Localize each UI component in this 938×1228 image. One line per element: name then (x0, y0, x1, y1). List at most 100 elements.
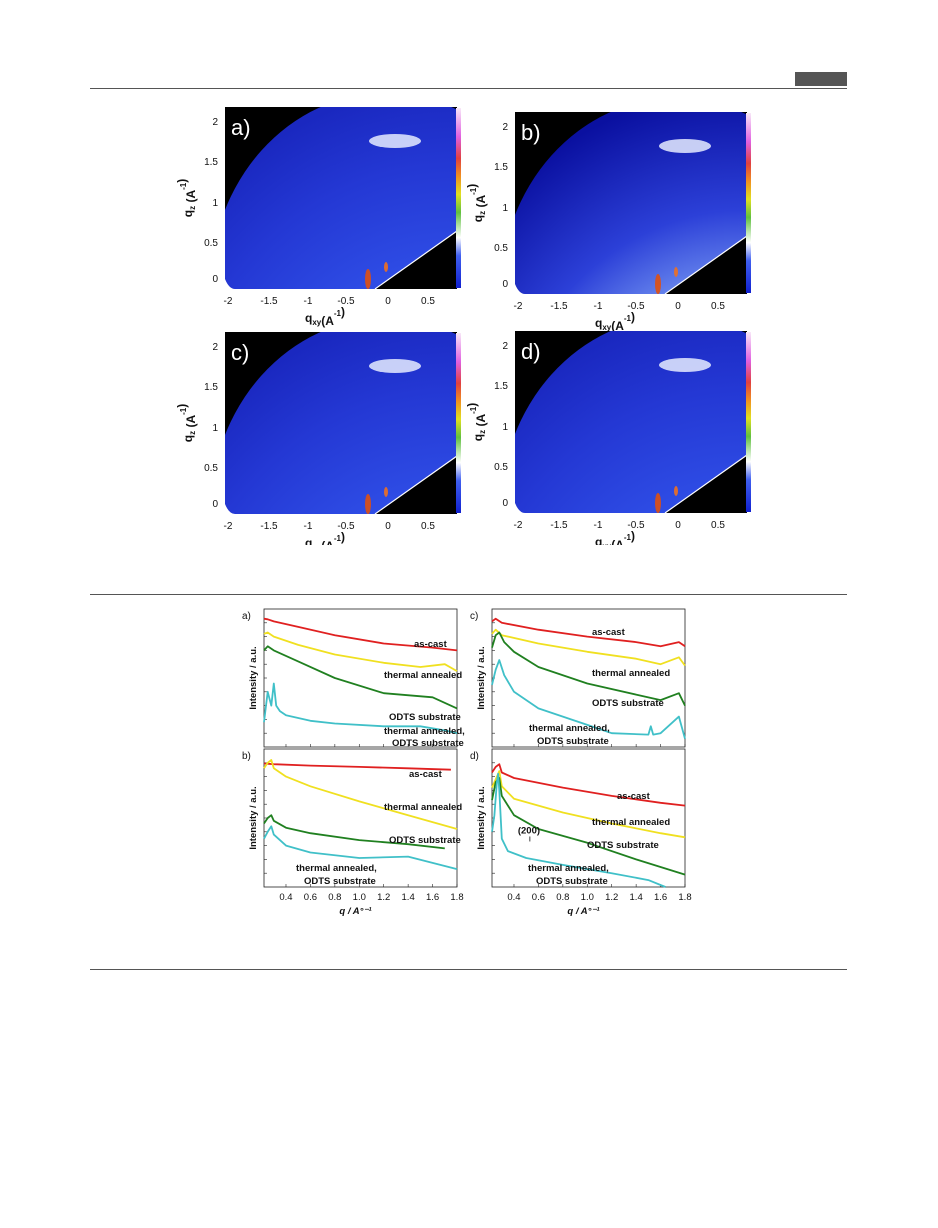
x-tick-label: -0.5 (627, 301, 645, 312)
giwaxs-panel-a: a) -2 -1.5 -1 -0.5 0 0.5 0 0.5 1 1.5 2 qxy(A-1) qz (A… (175, 107, 461, 328)
giwaxs-figure: a) -2 -1.5 -1 -0.5 0 0.5 0 0.5 1 1.5 2 qxy(A-1) qz (A… (175, 107, 751, 545)
x-tick-label: 0.4 (507, 892, 520, 903)
x-axis-label: qxy(A-1) (305, 305, 345, 328)
high-q-arc (659, 358, 711, 372)
x-tick-label: -0.5 (337, 296, 355, 307)
panel-label: b) (242, 751, 251, 762)
y-tick-label: 1 (502, 422, 508, 433)
x-axis-label: qxy(A-1) (305, 530, 345, 545)
y-tick-label: 1 (502, 203, 508, 214)
profile-panel-b: as-cast thermal annealed ODTS substrate the… (242, 748, 464, 917)
panel-label: c) (470, 611, 478, 622)
header-badge (795, 72, 847, 86)
y-tick-label: 1 (212, 423, 218, 434)
series-label: ODTS substrate (587, 840, 659, 851)
series-label: as-cast (592, 627, 626, 638)
x-tick-label: 0 (385, 296, 391, 307)
x-tick-label: -2 (514, 520, 523, 531)
x-tick-label: 0.4 (279, 892, 292, 903)
y-tick-label: 1.5 (494, 381, 508, 392)
peak-annotation: (200) (518, 825, 540, 836)
series-label: ODTS substrate (389, 835, 461, 846)
scattering-map (515, 112, 747, 294)
series-label: thermal annealed, (529, 723, 610, 734)
colorbar (746, 332, 751, 512)
series-line-0 (491, 763, 686, 807)
y-tick-label: 2 (212, 342, 218, 353)
x-tick-label: -1 (304, 521, 313, 532)
series-label: as-cast (617, 791, 651, 802)
y-tick-label: 0.5 (204, 463, 218, 474)
giwaxs-panel-b: b) -2 -1.5 -1 -0.5 0 0.5 0 0.5 1 1.5 2 qxy(A-1) qz (A… (465, 112, 751, 333)
x-axis-label: qxy(A-1) (595, 310, 635, 333)
series-label: thermal annealed (592, 668, 670, 679)
x-tick-label: 1.6 (426, 892, 439, 903)
y-axis-label: qz (A-1) (175, 404, 198, 442)
series-label: thermal annealed, (296, 863, 377, 874)
x-tick-label: 1.2 (605, 892, 618, 903)
profile-panel-d: as-cast thermal annealed ODTS substrate the… (470, 748, 692, 917)
x-tick-label: -2 (224, 296, 233, 307)
x-tick-label: 0.5 (421, 296, 435, 307)
series-line-3 (491, 772, 666, 888)
profile-figure: as-cast thermal annealed ODTS substrate the… (242, 608, 692, 917)
x-tick-label: -0.5 (337, 521, 355, 532)
y-tick-label: 2 (502, 122, 508, 133)
panel-label: c) (231, 340, 249, 365)
specular-peak (655, 274, 661, 294)
x-tick-label: 0.6 (532, 892, 545, 903)
series-label: ODTS substrate (392, 738, 464, 749)
x-tick-label: 1.2 (377, 892, 390, 903)
panel-label: d) (470, 751, 479, 762)
series-line-1 (263, 759, 458, 830)
x-tick-label: 0 (675, 301, 681, 312)
x-tick-label: 1.4 (402, 892, 415, 903)
x-tick-label: 0 (675, 520, 681, 531)
y-tick-label: 0 (212, 499, 218, 510)
x-tick-label: -1 (594, 301, 603, 312)
x-tick-label: 0.5 (711, 301, 725, 312)
x-tick-label: 1.0 (353, 892, 366, 903)
x-tick-label: 0.8 (328, 892, 341, 903)
x-tick-label: -1.5 (260, 296, 278, 307)
y-tick-label: 0.5 (494, 462, 508, 473)
series-label: ODTS substrate (592, 698, 664, 709)
y-tick-label: 0.5 (494, 243, 508, 254)
y-axis-label: Intensity / a.u. (248, 786, 259, 849)
scattering-map (225, 107, 457, 289)
series-line-2 (263, 814, 445, 850)
x-tick-label: -1 (594, 520, 603, 531)
scattering-map (225, 332, 457, 514)
x-tick-label: 1.0 (581, 892, 594, 903)
x-tick-label: 0.8 (556, 892, 569, 903)
y-tick-label: 1.5 (494, 162, 508, 173)
x-tick-label: -1.5 (550, 301, 568, 312)
series-line-0 (491, 617, 686, 648)
x-tick-label: 1.8 (450, 892, 463, 903)
series-label: ODTS substrate (536, 876, 608, 887)
x-axis-label: q / A°⁻¹ (567, 906, 600, 917)
x-tick-label: 1.4 (630, 892, 643, 903)
series-line-2 (263, 645, 458, 710)
header-rule (90, 88, 847, 89)
y-tick-label: 1.5 (204, 157, 218, 168)
high-q-arc (369, 359, 421, 373)
panel-label: b) (521, 120, 541, 145)
y-axis-label: Intensity / a.u. (248, 646, 259, 709)
series-label: ODTS substrate (389, 712, 461, 723)
series-label: ODTS substrate (304, 876, 376, 887)
x-tick-label: 0.6 (304, 892, 317, 903)
x-axis-label: qxy(A-1) (595, 529, 635, 545)
colorbar (456, 333, 461, 513)
series-label: thermal annealed (592, 817, 670, 828)
y-tick-label: 2 (212, 117, 218, 128)
scattering-map (515, 331, 747, 513)
x-tick-label: -2 (514, 301, 523, 312)
x-axis-label: q / A°⁻¹ (339, 906, 372, 917)
x-tick-label: 0 (385, 521, 391, 532)
x-tick-label: 1.6 (654, 892, 667, 903)
y-tick-label: 2 (502, 341, 508, 352)
x-tick-label: -1.5 (260, 521, 278, 532)
colorbar (746, 113, 751, 293)
x-tick-label: -1.5 (550, 520, 568, 531)
